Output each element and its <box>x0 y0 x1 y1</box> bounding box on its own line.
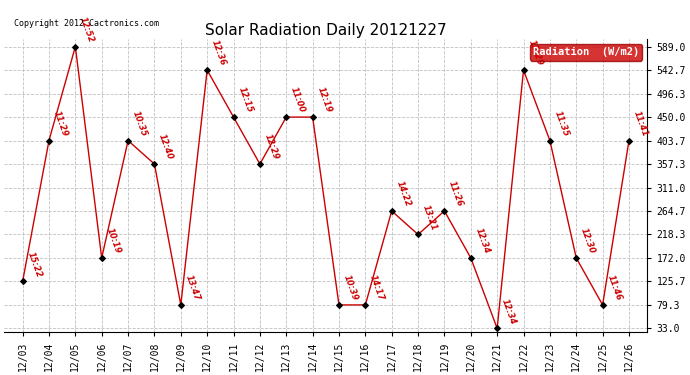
Point <box>492 326 503 332</box>
Point <box>624 138 635 144</box>
Text: 14:22: 14:22 <box>395 180 412 208</box>
Legend: Radiation  (W/m2): Radiation (W/m2) <box>530 44 642 60</box>
Text: 11:29: 11:29 <box>52 110 70 138</box>
Text: 12:40: 12:40 <box>157 133 175 161</box>
Point <box>439 208 450 214</box>
Point <box>70 44 81 50</box>
Point <box>333 302 344 308</box>
Point <box>96 255 107 261</box>
Text: 12:52: 12:52 <box>78 15 96 44</box>
Text: 12:15: 12:15 <box>236 86 254 114</box>
Point <box>123 138 134 144</box>
Point <box>544 138 555 144</box>
Point <box>518 67 529 73</box>
Point <box>465 255 476 261</box>
Text: 10:19: 10:19 <box>104 227 122 255</box>
Point <box>386 208 397 214</box>
Text: 12:34: 12:34 <box>473 227 491 255</box>
Text: 10:39: 10:39 <box>342 274 359 302</box>
Point <box>149 161 160 167</box>
Point <box>175 302 186 308</box>
Point <box>413 231 424 237</box>
Text: 13:21: 13:21 <box>421 203 439 232</box>
Text: 12:34: 12:34 <box>500 297 518 326</box>
Text: 10:35: 10:35 <box>131 110 148 138</box>
Text: 13:47: 13:47 <box>184 274 201 302</box>
Point <box>281 114 292 120</box>
Point <box>201 67 213 73</box>
Point <box>228 114 239 120</box>
Title: Solar Radiation Daily 20121227: Solar Radiation Daily 20121227 <box>205 23 446 38</box>
Point <box>307 114 318 120</box>
Text: 11:26: 11:26 <box>447 180 465 208</box>
Point <box>255 161 266 167</box>
Text: 11:46: 11:46 <box>605 274 623 302</box>
Text: Copyright 2012 Cactronics.com: Copyright 2012 Cactronics.com <box>14 19 159 28</box>
Point <box>571 255 582 261</box>
Text: 12:29: 12:29 <box>263 133 280 161</box>
Point <box>597 302 608 308</box>
Text: 11:35: 11:35 <box>553 110 571 138</box>
Text: 12:29: 12:29 <box>526 39 544 68</box>
Text: 14:17: 14:17 <box>368 274 386 302</box>
Text: 15:22: 15:22 <box>26 250 43 279</box>
Text: 11:00: 11:00 <box>289 86 306 114</box>
Point <box>43 138 55 144</box>
Point <box>359 302 371 308</box>
Point <box>17 278 28 284</box>
Text: 12:30: 12:30 <box>579 227 597 255</box>
Text: 12:19: 12:19 <box>315 86 333 114</box>
Text: 12:36: 12:36 <box>210 39 228 68</box>
Text: 11:41: 11:41 <box>632 110 649 138</box>
